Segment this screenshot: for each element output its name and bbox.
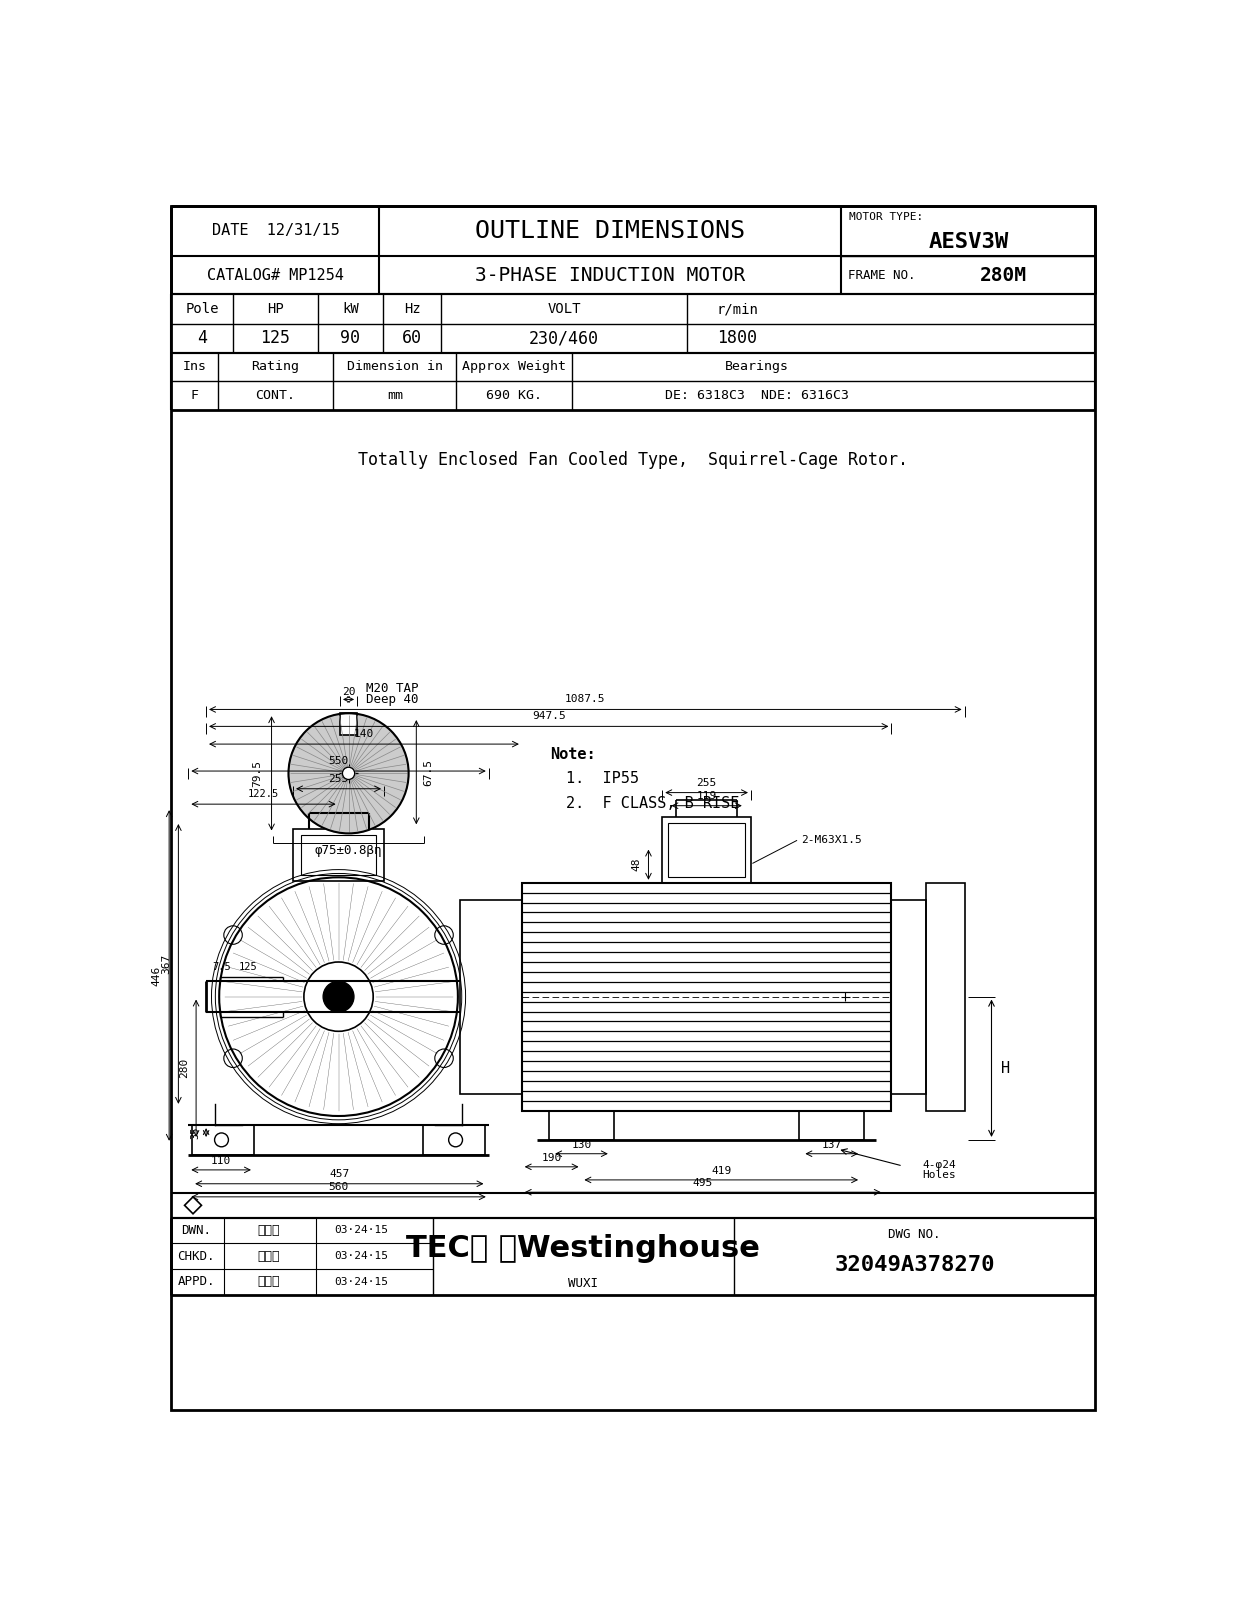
Bar — [522, 883, 891, 1110]
Text: 郭取良: 郭取良 — [257, 1275, 279, 1288]
Text: Hz: Hz — [404, 302, 420, 317]
Text: 翁道山: 翁道山 — [257, 1224, 279, 1237]
Text: 2-M63X1.5: 2-M63X1.5 — [801, 835, 861, 845]
Text: 1800: 1800 — [717, 330, 758, 347]
Text: 280M: 280M — [980, 266, 1027, 285]
Text: MOTOR TYPE:: MOTOR TYPE: — [849, 211, 923, 222]
Text: φ75±0.8βη: φ75±0.8βη — [315, 843, 382, 858]
Bar — [340, 714, 357, 734]
Text: 419: 419 — [711, 1166, 732, 1176]
Text: 119: 119 — [696, 790, 717, 800]
Circle shape — [323, 981, 353, 1013]
Text: 230/460: 230/460 — [529, 330, 599, 347]
Text: 125: 125 — [239, 962, 258, 973]
Bar — [926, 883, 964, 1110]
Text: 7.5: 7.5 — [213, 962, 231, 973]
Bar — [460, 899, 522, 1094]
Text: 35: 35 — [190, 1126, 200, 1139]
Text: CONT.: CONT. — [256, 389, 295, 402]
Text: Deep 40: Deep 40 — [366, 693, 419, 706]
Text: 550: 550 — [329, 757, 349, 766]
Text: 690 KG.: 690 KG. — [486, 389, 543, 402]
Text: HP: HP — [267, 302, 284, 317]
Text: r/min: r/min — [717, 302, 759, 317]
Text: Ins: Ins — [183, 360, 206, 373]
Bar — [293, 829, 384, 882]
Text: TECⓈ ⓈWestinghouse: TECⓈ ⓈWestinghouse — [407, 1234, 760, 1262]
Text: 3-PHASE INDUCTION MOTOR: 3-PHASE INDUCTION MOTOR — [475, 266, 745, 285]
Text: 947.5: 947.5 — [531, 712, 566, 722]
Bar — [300, 835, 376, 875]
Text: 122.5: 122.5 — [248, 789, 279, 798]
Text: CHKD.: CHKD. — [177, 1250, 215, 1262]
Text: 280: 280 — [179, 1058, 189, 1078]
Bar — [891, 899, 926, 1094]
Polygon shape — [288, 714, 409, 834]
Text: OUTLINE DIMENSIONS: OUTLINE DIMENSIONS — [476, 219, 745, 243]
Bar — [193, 1125, 253, 1155]
Text: 130: 130 — [571, 1141, 592, 1150]
Bar — [549, 1110, 614, 1139]
Text: 48: 48 — [632, 858, 641, 872]
Text: 110: 110 — [211, 1155, 231, 1166]
Text: 67.5: 67.5 — [424, 758, 434, 786]
Text: Totally Enclosed Fan Cooled Type,  Squirrel-Cage Rotor.: Totally Enclosed Fan Cooled Type, Squirr… — [358, 451, 908, 469]
Text: AESV3W: AESV3W — [928, 232, 1009, 253]
Text: 1.  IP55: 1. IP55 — [566, 771, 639, 786]
Text: Bearings: Bearings — [724, 360, 789, 373]
Text: 2.  F CLASS, B RISE: 2. F CLASS, B RISE — [566, 795, 739, 811]
Text: 125: 125 — [261, 330, 290, 347]
Text: 藛士茅: 藛士茅 — [257, 1250, 279, 1262]
Text: 03·24·15: 03·24·15 — [334, 1226, 388, 1235]
Text: VOLT: VOLT — [548, 302, 581, 317]
Text: 457: 457 — [329, 1168, 350, 1179]
Circle shape — [342, 766, 355, 779]
Text: DWG NO.: DWG NO. — [889, 1229, 941, 1242]
Text: M20 TAP: M20 TAP — [366, 682, 419, 694]
Text: Dimension in: Dimension in — [347, 360, 442, 373]
Text: H: H — [1001, 1061, 1010, 1075]
Text: 79.5: 79.5 — [252, 760, 263, 787]
Text: 32049A378270: 32049A378270 — [834, 1256, 995, 1275]
Text: Holes: Holes — [922, 1170, 955, 1179]
Text: 190: 190 — [541, 1152, 562, 1163]
Text: mm: mm — [387, 389, 403, 402]
Text: 60: 60 — [402, 330, 421, 347]
Text: DE: 6318C3  NDE: 6316C3: DE: 6318C3 NDE: 6316C3 — [665, 389, 849, 402]
Text: 90: 90 — [340, 330, 361, 347]
Text: 446: 446 — [152, 965, 162, 986]
Text: 140: 140 — [353, 730, 375, 739]
Text: 367: 367 — [161, 954, 171, 974]
Text: 255: 255 — [329, 774, 349, 784]
Text: 560: 560 — [329, 1182, 349, 1192]
Text: Rating: Rating — [251, 360, 299, 373]
Text: 03·24·15: 03·24·15 — [334, 1251, 388, 1261]
Text: FRAME NO.: FRAME NO. — [848, 269, 915, 282]
Text: DWN.: DWN. — [182, 1224, 211, 1237]
Bar — [669, 824, 745, 877]
Text: 03·24·15: 03·24·15 — [334, 1277, 388, 1286]
Text: 4-φ24: 4-φ24 — [922, 1160, 955, 1170]
Text: Pole: Pole — [185, 302, 219, 317]
Text: Note:: Note: — [550, 747, 596, 762]
Text: 1087.5: 1087.5 — [565, 694, 606, 704]
Text: 255: 255 — [696, 778, 717, 787]
Bar — [662, 818, 751, 883]
Bar — [798, 1110, 864, 1139]
Text: WUXI: WUXI — [569, 1277, 598, 1290]
Text: 495: 495 — [692, 1178, 713, 1187]
Text: DATE  12/31/15: DATE 12/31/15 — [211, 224, 339, 238]
Bar — [423, 1125, 485, 1155]
Text: kW: kW — [342, 302, 358, 317]
Text: 137: 137 — [822, 1141, 842, 1150]
Text: Approx Weight: Approx Weight — [462, 360, 566, 373]
Text: CATALOG# MP1254: CATALOG# MP1254 — [206, 267, 344, 283]
Text: APPD.: APPD. — [177, 1275, 215, 1288]
Text: 20: 20 — [342, 686, 355, 696]
Text: F: F — [190, 389, 199, 402]
Text: 4: 4 — [198, 330, 208, 347]
